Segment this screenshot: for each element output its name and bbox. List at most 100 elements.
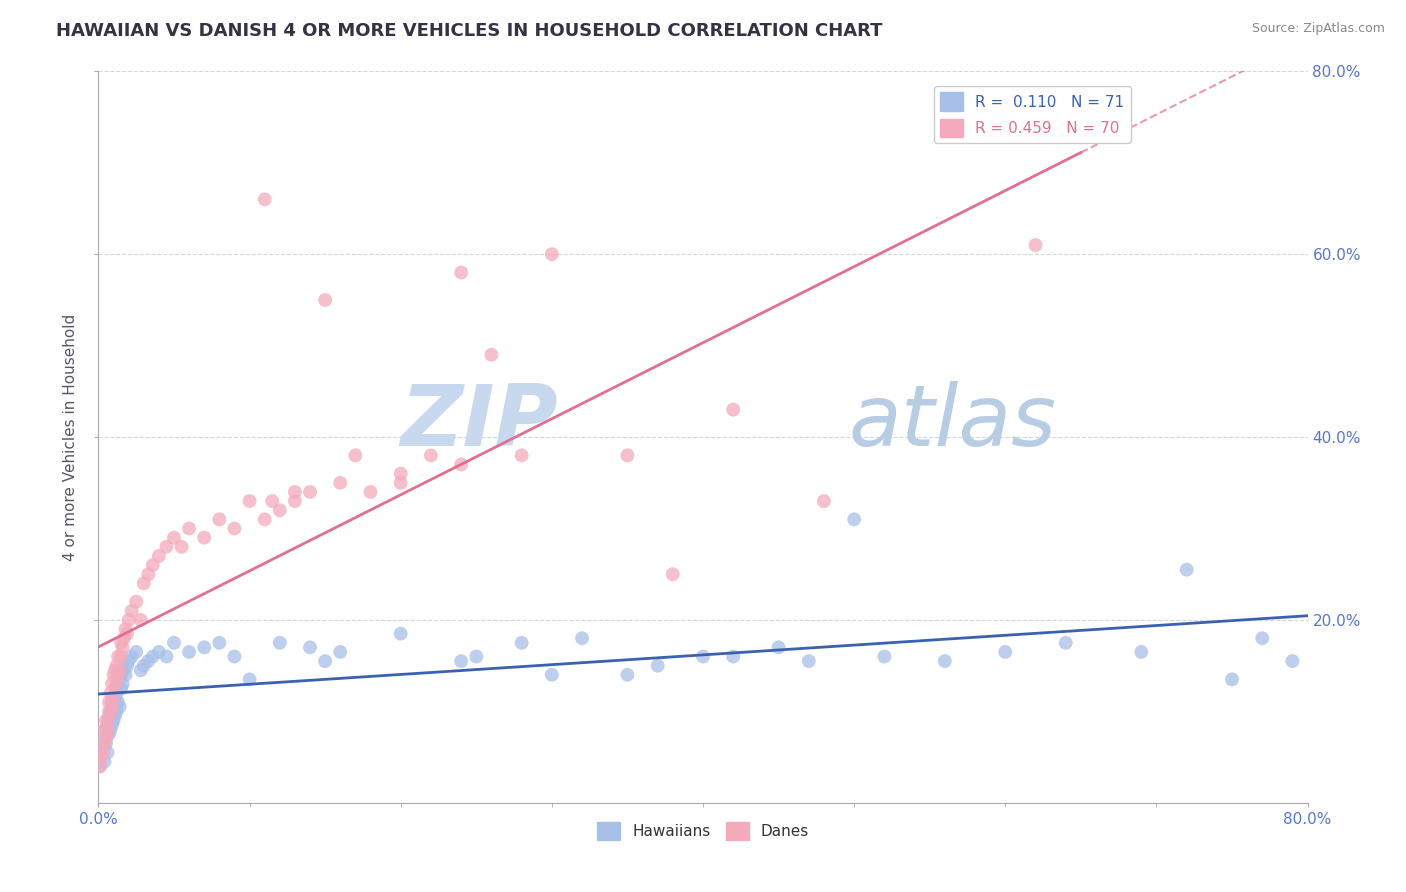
Point xyxy=(136,654,159,668)
Point xyxy=(103,667,125,681)
Point xyxy=(100,686,122,700)
Point xyxy=(101,677,124,691)
Point xyxy=(115,658,138,673)
Point xyxy=(813,494,835,508)
Point xyxy=(98,705,121,719)
Point xyxy=(1130,645,1153,659)
Point xyxy=(96,718,118,732)
Point xyxy=(105,686,128,700)
Point xyxy=(100,709,122,723)
Point xyxy=(96,727,118,741)
Point xyxy=(661,567,683,582)
Point xyxy=(148,549,170,563)
Point xyxy=(90,746,112,760)
Point xyxy=(994,645,1017,659)
Point xyxy=(723,649,745,664)
Point xyxy=(104,690,127,705)
Point xyxy=(450,458,472,472)
Point xyxy=(142,558,165,573)
Point xyxy=(481,348,503,362)
Point xyxy=(329,645,352,659)
Point xyxy=(193,640,215,655)
Point xyxy=(768,640,790,655)
Point xyxy=(269,503,291,517)
Point xyxy=(118,654,141,668)
Point xyxy=(224,649,246,664)
Point xyxy=(170,540,193,554)
Point xyxy=(132,658,155,673)
Point xyxy=(571,632,593,646)
Point xyxy=(100,705,122,719)
Point xyxy=(98,727,121,741)
Point xyxy=(103,690,125,705)
Point xyxy=(797,654,820,668)
Point xyxy=(98,695,121,709)
Point xyxy=(125,594,148,608)
Point xyxy=(420,448,443,462)
Point xyxy=(208,512,231,526)
Y-axis label: 4 or more Vehicles in Household: 4 or more Vehicles in Household xyxy=(63,313,79,561)
Point xyxy=(389,626,412,640)
Point xyxy=(103,699,125,714)
Point xyxy=(934,654,956,668)
Point xyxy=(329,475,352,490)
Point xyxy=(344,448,367,462)
Point xyxy=(253,192,276,206)
Point xyxy=(208,636,231,650)
Point xyxy=(136,567,159,582)
Point xyxy=(89,759,111,773)
Point xyxy=(389,467,412,481)
Point xyxy=(93,755,115,769)
Point xyxy=(1220,673,1243,687)
Point xyxy=(1175,563,1198,577)
Point xyxy=(105,658,128,673)
Point xyxy=(110,649,132,664)
Point xyxy=(510,448,533,462)
Point xyxy=(239,494,262,508)
Point xyxy=(616,667,638,681)
Text: ZIP: ZIP xyxy=(401,381,558,464)
Point xyxy=(450,266,472,280)
Point xyxy=(121,649,143,664)
Point xyxy=(105,673,128,687)
Point xyxy=(96,746,118,760)
Point xyxy=(155,540,177,554)
Point xyxy=(253,512,276,526)
Point xyxy=(299,640,322,655)
Point xyxy=(540,247,562,261)
Point xyxy=(98,709,121,723)
Point xyxy=(100,723,122,737)
Point xyxy=(873,649,896,664)
Point xyxy=(284,494,307,508)
Point xyxy=(94,723,117,737)
Point xyxy=(90,750,112,764)
Point xyxy=(1024,238,1046,252)
Point xyxy=(540,667,562,681)
Point xyxy=(450,654,472,668)
Point xyxy=(314,293,336,307)
Point xyxy=(193,531,215,545)
Point xyxy=(1251,632,1274,646)
Point xyxy=(114,667,136,681)
Text: Source: ZipAtlas.com: Source: ZipAtlas.com xyxy=(1251,22,1385,36)
Point xyxy=(129,613,152,627)
Point xyxy=(105,705,128,719)
Point xyxy=(114,622,136,636)
Point xyxy=(91,740,114,755)
Point xyxy=(89,759,111,773)
Point xyxy=(389,475,412,490)
Point xyxy=(723,402,745,417)
Point xyxy=(111,640,134,655)
Point xyxy=(94,736,117,750)
Point xyxy=(112,632,135,646)
Point xyxy=(299,485,322,500)
Point xyxy=(616,448,638,462)
Point xyxy=(121,604,143,618)
Point xyxy=(110,667,132,681)
Point xyxy=(110,681,132,696)
Point xyxy=(142,649,165,664)
Point xyxy=(96,714,118,728)
Point xyxy=(262,494,284,508)
Text: HAWAIIAN VS DANISH 4 OR MORE VEHICLES IN HOUSEHOLD CORRELATION CHART: HAWAIIAN VS DANISH 4 OR MORE VEHICLES IN… xyxy=(56,22,883,40)
Point xyxy=(1281,654,1303,668)
